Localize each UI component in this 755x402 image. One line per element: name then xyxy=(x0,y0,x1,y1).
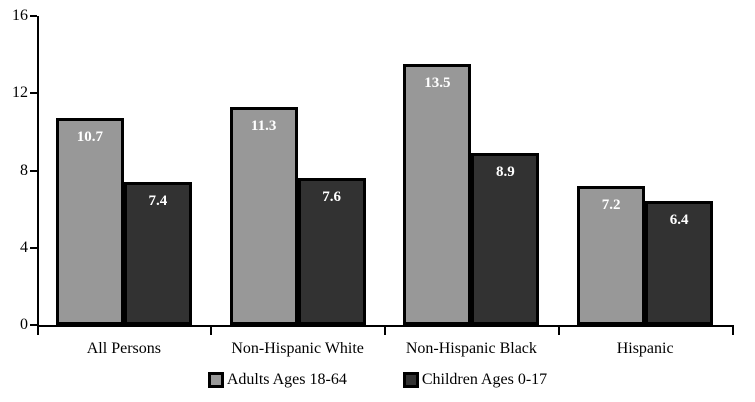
bar-value-label: 7.6 xyxy=(322,189,341,206)
legend-swatch xyxy=(207,372,224,388)
legend-label: Adults Ages 18-64 xyxy=(226,371,347,388)
y-tick-label: 0 xyxy=(20,316,28,333)
legend: Adults Ages 18-64 Children Ages 0-17 xyxy=(0,371,755,389)
bar-value-label: 8.9 xyxy=(496,164,515,181)
y-tick xyxy=(30,169,37,172)
bar xyxy=(471,153,540,325)
x-tick xyxy=(210,327,213,335)
bar-value-label: 11.3 xyxy=(250,117,277,134)
x-tick xyxy=(384,327,386,335)
legend-item: Children Ages 0-17 xyxy=(402,371,548,389)
x-axis-line xyxy=(37,325,734,327)
bar xyxy=(229,106,298,325)
y-tick-label: 4 xyxy=(20,238,28,256)
bar xyxy=(403,64,472,325)
y-axis-line xyxy=(37,16,39,327)
y-tick xyxy=(30,15,37,17)
y-tick xyxy=(30,246,37,249)
x-tick xyxy=(36,327,39,335)
x-tick xyxy=(557,327,560,335)
bar-value-label: 10.7 xyxy=(76,129,103,146)
legend-label: Children Ages 0-17 xyxy=(421,371,548,388)
category-label: All Persons xyxy=(86,340,161,357)
y-tick-label: 8 xyxy=(20,161,28,179)
y-tick xyxy=(30,324,37,326)
plot-area: 10.7 7.4 11.3 7.6 13.5 8.9 7.2 6.4 xyxy=(37,16,732,325)
bar xyxy=(123,182,192,325)
y-tick-label: 12 xyxy=(12,84,28,102)
y-tick-label: 16 xyxy=(12,7,28,24)
bar-value-label: 7.4 xyxy=(148,193,168,210)
bar-value-label: 6.4 xyxy=(669,212,689,229)
bar-value-label: 13.5 xyxy=(424,75,451,92)
bar xyxy=(577,185,646,325)
legend-item: Adults Ages 18-64 xyxy=(207,371,347,389)
category-label: Hispanic xyxy=(616,340,674,357)
bar-value-label: 7.2 xyxy=(601,196,621,213)
bar xyxy=(55,118,124,325)
category-label: Non-Hispanic Black xyxy=(405,340,537,357)
bar xyxy=(297,178,366,325)
bar xyxy=(645,201,714,325)
x-tick xyxy=(732,327,734,335)
legend-swatch xyxy=(402,372,419,388)
category-label: Non-Hispanic White xyxy=(231,340,364,357)
y-tick xyxy=(30,92,37,95)
